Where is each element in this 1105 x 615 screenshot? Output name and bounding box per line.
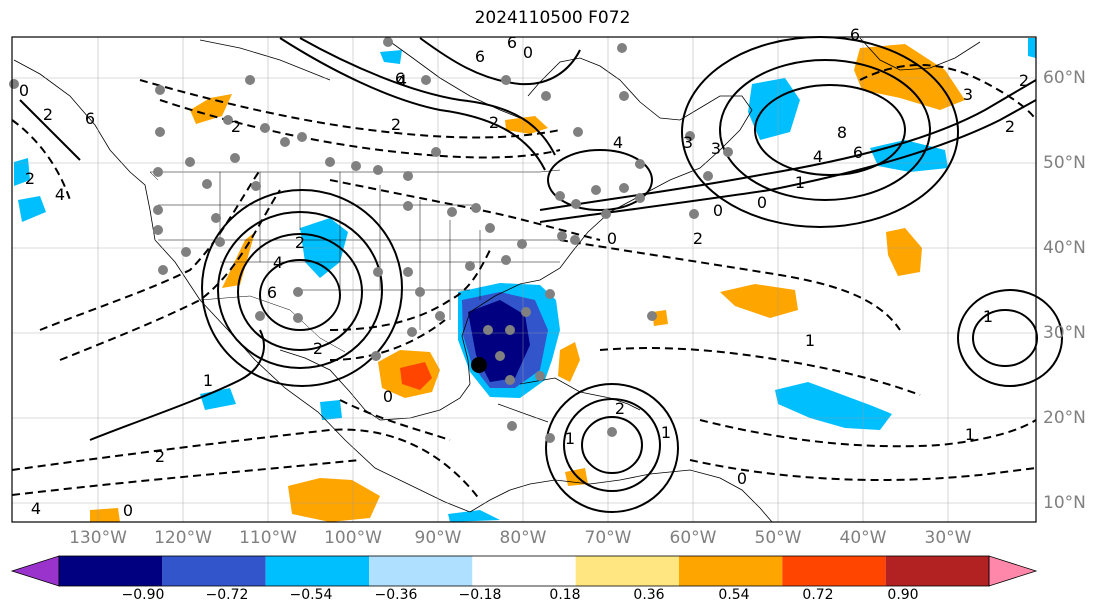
colorbar-frame xyxy=(58,555,990,587)
colorbar-tick-label: 0.72 xyxy=(802,587,834,603)
contour-value-label: 4 xyxy=(55,185,65,204)
lon-label: 90°W xyxy=(414,528,462,548)
colorbar-tick-label: 0.18 xyxy=(549,587,581,603)
contour-value-label: 0 xyxy=(737,469,747,488)
contour-value-label: 1 xyxy=(565,429,575,448)
colorbar-bin xyxy=(885,556,989,586)
lon-label: 100°W xyxy=(324,528,382,548)
lat-label: 40°N xyxy=(1043,238,1086,258)
lon-label: 40°W xyxy=(839,528,887,548)
lat-label: 20°N xyxy=(1043,408,1086,428)
lon-label: 120°W xyxy=(154,528,212,548)
contour-value-label: 6 xyxy=(85,109,95,128)
contour-value-label: 2 xyxy=(693,229,703,248)
lon-label: 110°W xyxy=(239,528,297,548)
colorbar xyxy=(10,555,1038,587)
contour-value-label: 0 xyxy=(19,81,29,100)
colorbar-bin xyxy=(369,556,473,586)
political-borders xyxy=(149,169,561,353)
lon-label: 70°W xyxy=(584,528,632,548)
contour-value-label: 2 xyxy=(231,117,241,136)
colorbar-min-extension xyxy=(10,555,60,587)
contour-value-label: 1 xyxy=(805,331,815,350)
colorbar-tick-label: −0.54 xyxy=(289,587,333,603)
contour-value-label: 1 xyxy=(983,307,993,326)
colorbar-bin xyxy=(59,556,163,586)
contour-value-label: 6 xyxy=(475,47,485,66)
lon-label: 60°W xyxy=(669,528,717,548)
contour-value-label: 0 xyxy=(383,387,393,406)
contour-value-label: 4 xyxy=(813,147,823,166)
contour-value-label: 3 xyxy=(963,85,973,104)
contour-value-label: 0 xyxy=(607,229,617,248)
contour-value-label: 4 xyxy=(31,499,41,518)
contour-value-label: 4 xyxy=(273,253,283,272)
colorbar-bin xyxy=(782,556,886,586)
contour-value-label: 6 xyxy=(395,69,405,88)
contour-value-label: 1 xyxy=(795,173,805,192)
lon-label: 30°W xyxy=(924,528,972,548)
lat-label: 30°N xyxy=(1043,323,1086,343)
lon-label: 130°W xyxy=(69,528,127,548)
colorbar-tick-label: −0.18 xyxy=(458,587,502,603)
colorbar-tick-label: −0.90 xyxy=(121,587,165,603)
lat-label: 60°N xyxy=(1043,68,1086,88)
colorbar-tick-label: 0.54 xyxy=(718,587,750,603)
contour-value-label: 2 xyxy=(155,447,165,466)
colorbar-tick-label: −0.36 xyxy=(374,587,418,603)
lon-label: 50°W xyxy=(754,528,802,548)
contour-value-label: 1 xyxy=(203,371,213,390)
contour-value-label: 4 xyxy=(613,133,623,152)
contour-value-label: 2 xyxy=(1019,71,1029,90)
observation-stations xyxy=(9,37,733,443)
contour-value-label: 3 xyxy=(683,133,693,152)
contour-value-label: 2 xyxy=(313,339,323,358)
map-frame xyxy=(11,36,1037,523)
contour-value-label: 2 xyxy=(43,105,53,124)
contour-value-label: 2 xyxy=(615,399,625,418)
coastlines xyxy=(13,37,981,523)
colorbar-tick-label: 0.90 xyxy=(887,587,919,603)
colorbar-bin xyxy=(575,556,679,586)
contour-value-label: 8 xyxy=(837,123,847,142)
contour-value-label: 1 xyxy=(661,423,671,442)
contour-value-label: 6 xyxy=(507,33,517,52)
colorbar-tick-label: 0.36 xyxy=(633,587,665,603)
contour-value-label: 0 xyxy=(713,201,723,220)
map-title: 2024110500 F072 xyxy=(474,8,631,28)
colorbar-bin xyxy=(265,556,369,586)
contour-value-label: 6 xyxy=(267,283,277,302)
contour-value-label: 2 xyxy=(25,169,35,188)
contour-value-label: 2 xyxy=(295,233,305,252)
contour-value-label: 2 xyxy=(489,113,499,132)
colorbar-bin xyxy=(472,556,576,586)
colorbar-tick-label: −0.72 xyxy=(205,587,249,603)
contour-value-label: 0 xyxy=(123,501,133,520)
lat-label: 50°N xyxy=(1043,153,1086,173)
contour-value-label: 2 xyxy=(1005,117,1015,136)
colorbar-bin xyxy=(162,556,266,586)
contour-value-label: 1 xyxy=(965,425,975,444)
negative-contours xyxy=(11,64,1037,501)
contour-value-label: 0 xyxy=(757,193,767,212)
contour-value-label: 6 xyxy=(853,143,863,162)
lon-label: 80°W xyxy=(499,528,547,548)
positive-contours xyxy=(19,36,1063,513)
storm-center-marker xyxy=(471,357,487,373)
contour-value-label: 0 xyxy=(523,43,533,62)
lat-label: 10°N xyxy=(1043,493,1086,513)
contour-value-label: 6 xyxy=(850,25,860,44)
colorbar-bin xyxy=(679,556,783,586)
contour-value-label: 3 xyxy=(711,139,721,158)
contour-value-label: 4 xyxy=(397,71,407,90)
contour-value-label: 2 xyxy=(391,115,401,134)
colorbar-max-extension xyxy=(988,555,1038,587)
graticule xyxy=(12,37,1036,522)
